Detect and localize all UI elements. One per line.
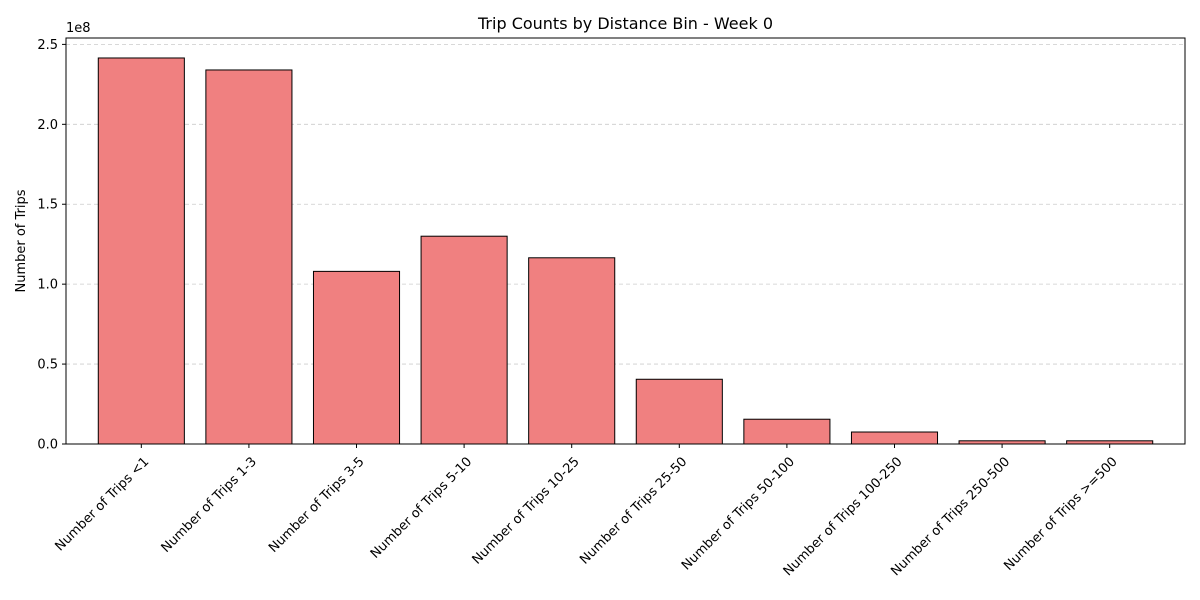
x-tick-label: Number of Trips 25-50 bbox=[577, 454, 690, 567]
bar bbox=[743, 418, 831, 445]
bar bbox=[528, 257, 616, 445]
y-ticks: 0.0 0.5 1.0 1.5 2.0 2.5 bbox=[37, 38, 66, 453]
bar bbox=[205, 69, 293, 445]
x-ticks: Number of Trips <1 Number of Trips 1-3 Num… bbox=[52, 444, 1121, 579]
x-tick-label: Number of Trips 5-10 bbox=[368, 454, 475, 561]
bar bbox=[97, 57, 185, 445]
x-tick-label: Number of Trips 250-500 bbox=[888, 454, 1013, 579]
y-axis-label: Number of Trips bbox=[14, 189, 29, 292]
x-tick-label: Number of Trips 10-25 bbox=[470, 454, 583, 567]
chart-title: Trip Counts by Distance Bin - Week 0 bbox=[477, 14, 773, 33]
y-tick-label: 2.5 bbox=[37, 38, 58, 53]
y-tick-label: 0.5 bbox=[37, 358, 58, 373]
y-tick-label: 1.5 bbox=[37, 198, 58, 213]
bar bbox=[312, 270, 401, 445]
x-tick-label: Number of Trips >=500 bbox=[1001, 454, 1120, 573]
y-tick-label: 2.0 bbox=[37, 118, 58, 133]
x-tick-label: Number of Trips 50-100 bbox=[679, 454, 798, 573]
bars bbox=[97, 57, 1154, 445]
y-tick-label: 1.0 bbox=[37, 278, 58, 293]
x-tick-label: Number of Trips 100-250 bbox=[781, 454, 906, 579]
y-tick-label: 0.0 bbox=[37, 438, 58, 453]
x-tick-label: Number of Trips <1 bbox=[52, 454, 152, 554]
bar bbox=[635, 378, 723, 445]
x-tick-label: Number of Trips 1-3 bbox=[159, 454, 260, 555]
bar bbox=[850, 431, 939, 445]
bar bbox=[420, 235, 508, 445]
x-tick-label: Number of Trips 3-5 bbox=[266, 454, 367, 555]
plot-frame bbox=[65, 37, 1186, 445]
y-axis-offset-label: 1e8 bbox=[66, 21, 91, 36]
